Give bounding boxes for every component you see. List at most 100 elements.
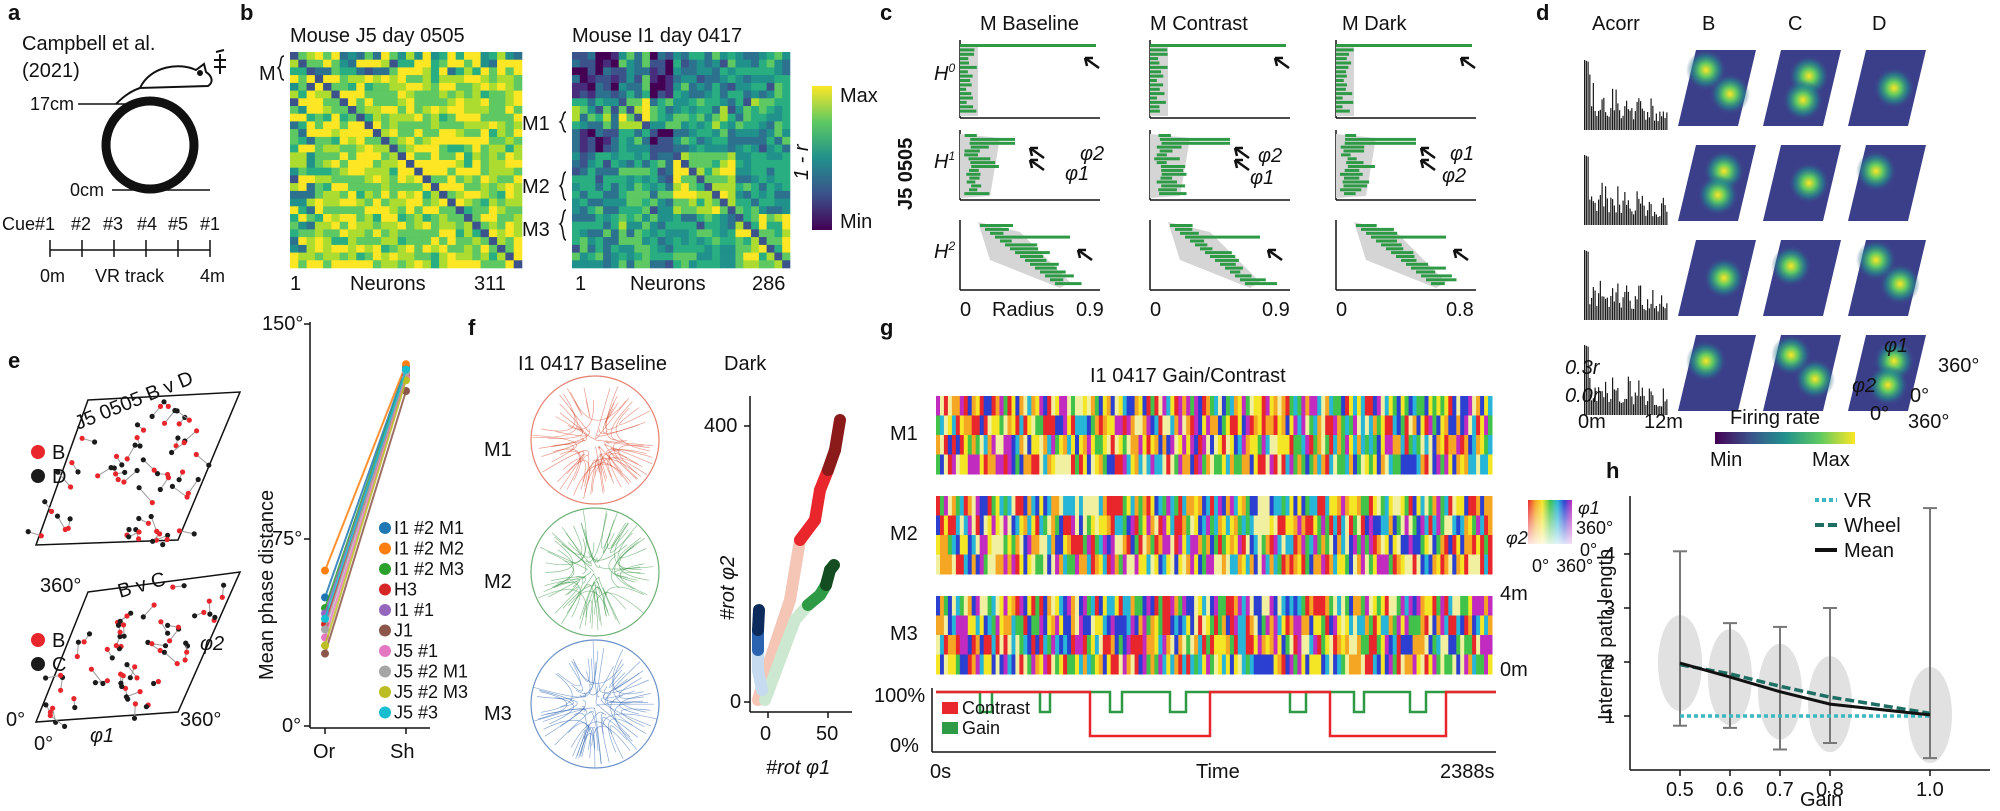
- phase-time-cell: [1090, 535, 1096, 555]
- phase-time-cell: [1043, 615, 1048, 636]
- matrix-cell: [472, 237, 481, 246]
- barcode-bar: [1055, 282, 1082, 286]
- phase-time-cell: [1416, 454, 1421, 475]
- matrix-cell: [735, 221, 744, 230]
- matrix-cell: [389, 214, 398, 222]
- acorr-bar: [1641, 108, 1643, 130]
- phase-time-cell: [1349, 396, 1354, 416]
- matrix-cell: [331, 98, 340, 107]
- matrix-cell: [572, 90, 581, 99]
- phase-time-cell: [1309, 654, 1314, 675]
- matrix-cell: [673, 160, 682, 168]
- phase-time-cell: [1079, 635, 1084, 655]
- phase-time-cell: [1289, 635, 1294, 655]
- phase-time-cell: [959, 535, 965, 555]
- phase-time-cell: [1130, 415, 1136, 436]
- phase-time-cell: [1154, 654, 1159, 675]
- matrix-cell: [774, 206, 783, 215]
- matrix-cell: [339, 59, 349, 68]
- matrix-cell: [688, 244, 697, 253]
- phase-time-cell: [971, 496, 977, 516]
- matrix-cell: [372, 152, 382, 161]
- phase-time-cell: [991, 496, 997, 516]
- phase-time-cell: [1086, 415, 1092, 436]
- matrix-cell: [389, 67, 398, 76]
- matrix-cell: [681, 82, 690, 91]
- matrix-cell: [430, 90, 440, 99]
- matrix-cell: [712, 67, 721, 76]
- phase-time-cell: [1412, 454, 1418, 475]
- torus-trace: [559, 450, 580, 490]
- matrix-cell: [364, 175, 374, 184]
- matrix-cell: [306, 252, 316, 261]
- phase-time-cell: [1253, 635, 1259, 655]
- phase-time-cell: [1444, 496, 1449, 516]
- matrix-cell: [505, 183, 514, 192]
- phase-time-cell: [947, 454, 953, 475]
- matrix-cell: [758, 244, 767, 253]
- phase-time-cell: [1277, 654, 1282, 675]
- phase-time-cell: [1206, 454, 1211, 475]
- matrix-cell: [751, 221, 760, 230]
- matrix-cell: [480, 106, 490, 114]
- matrix-cell: [704, 183, 713, 192]
- phase-pair-line: [195, 454, 210, 466]
- phase-time-cell: [1480, 554, 1485, 575]
- firing-rate-max: Max: [1812, 449, 1850, 471]
- phase-time-cell: [1372, 435, 1378, 455]
- matrix-cell: [634, 106, 643, 114]
- matrix-cell: [314, 113, 324, 122]
- matrix-cell: [688, 237, 697, 246]
- acorr-bar: [1641, 387, 1643, 415]
- barcode-bar: [1150, 52, 1168, 56]
- barcode-bar: [1156, 180, 1177, 184]
- phase-time-cell: [1225, 396, 1231, 416]
- matrix-cell: [314, 206, 324, 215]
- phase-time-cell: [979, 635, 985, 655]
- phase-time-cell: [1237, 415, 1243, 436]
- matrix-cell: [414, 198, 423, 207]
- phase-time-cell: [1488, 396, 1493, 416]
- phase-time-cell: [1464, 596, 1469, 616]
- torus-trace: [620, 708, 651, 728]
- phase-time-cell: [1241, 596, 1247, 616]
- phase-time-cell: [1349, 415, 1354, 436]
- phase-time-cell: [1170, 635, 1175, 655]
- phase-time-cell: [940, 635, 945, 655]
- matrix-cell: [665, 190, 674, 199]
- acorr-x-start: 0m: [1578, 411, 1606, 433]
- phase-time-cell: [1333, 535, 1338, 555]
- torus-trace: [582, 581, 599, 615]
- phase-time-cell: [1178, 496, 1183, 516]
- phase-time-cell: [951, 454, 957, 475]
- phase-time-cell: [1456, 596, 1461, 616]
- phase-time-cell: [1094, 515, 1100, 536]
- matrix-cell: [364, 252, 374, 261]
- matrix-cell: [290, 160, 299, 168]
- matrix-cell: [480, 75, 490, 84]
- phase-point-other: [131, 715, 138, 721]
- phase-time-cell: [1035, 615, 1040, 636]
- matrix-cell: [505, 75, 514, 84]
- phase-time-cell: [1329, 396, 1334, 416]
- matrix-cell: [618, 59, 627, 68]
- phase-time-cell: [1134, 615, 1140, 636]
- matrix-cell: [751, 190, 760, 199]
- phase-time-cell: [995, 654, 1001, 675]
- matrix-cell: [712, 260, 721, 269]
- matrix-cell: [348, 175, 357, 184]
- phase-time-cell: [1305, 554, 1310, 575]
- matrix-cell: [572, 237, 581, 246]
- phase-time-cell: [1106, 554, 1112, 575]
- matrix-cell: [439, 175, 448, 184]
- phase-time-cell: [1075, 396, 1080, 416]
- acorr-bar: [1661, 203, 1663, 225]
- matrix-cell: [758, 129, 767, 138]
- phase-time-cell: [1063, 415, 1068, 436]
- matrix-cell: [348, 121, 357, 130]
- phase-point-b: [47, 712, 53, 719]
- matrix-cell: [397, 136, 407, 145]
- matrix-cell: [464, 90, 473, 99]
- matrix-cell: [719, 67, 728, 76]
- phase-time-cell: [1444, 535, 1449, 555]
